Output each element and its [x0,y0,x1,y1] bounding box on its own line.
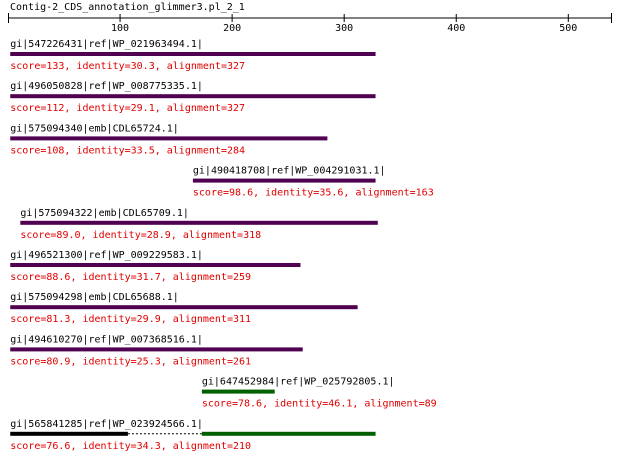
alignment-bar [10,94,376,99]
hit-label: gi|575094298|emb|CDL65688.1| [10,292,179,303]
hit-label: gi|575094340|emb|CDL65724.1| [10,123,179,134]
tick-label: 200 [223,23,241,34]
alignment-bar [10,52,376,56]
hit-label: gi|490418708|ref|WP_004291031.1| [193,166,386,177]
hit-label: gi|494610270|ref|WP_007368516.1| [10,334,203,345]
alignment-bar [10,347,303,352]
hit-stats: score=78.6, identity=46.1, alignment=89 [202,399,437,410]
tick-label: 300 [335,23,353,34]
hit-stats: score=80.9, identity=25.3, alignment=261 [10,356,251,367]
tick-label: 500 [559,23,577,34]
hit-stats: score=98.6, identity=35.6, alignment=163 [193,188,434,199]
hit-stats: score=89.0, identity=28.9, alignment=318 [20,230,261,241]
alignment-bar [10,136,328,141]
hit-stats: score=88.6, identity=31.7, alignment=259 [10,272,251,283]
hit-stats: score=81.3, identity=29.9, alignment=311 [10,314,251,325]
chart-title: Contig-2_CDS_annotation_glimmer3.pl_2_1 [10,2,245,13]
hit-stats: score=108, identity=33.5, alignment=284 [10,145,245,156]
tick-label: 100 [111,23,129,34]
hit-label: gi|496521300|ref|WP_009229583.1| [10,250,203,261]
alignment-bar [20,220,378,225]
alignment-bar [10,431,128,436]
alignment-bar [192,178,376,183]
hit-stats: score=112, identity=29.1, alignment=327 [10,103,245,114]
alignment-bar [10,263,301,267]
hit-stats: score=133, identity=30.3, alignment=327 [10,61,245,72]
hit-label: gi|496050828|ref|WP_008775335.1| [10,81,203,92]
hit-label: gi|547226431|ref|WP_021963494.1| [10,39,203,50]
hit-stats: score=76.6, identity=34.3, alignment=210 [10,441,251,452]
hit-label: gi|647452984|ref|WP_025792805.1| [202,377,395,388]
alignment-bar [10,305,358,310]
alignment-bar [201,431,376,436]
hit-label: gi|575094322|emb|CDL65709.1| [20,208,189,219]
tick-label: 400 [447,23,465,34]
hit-label: gi|565841285|ref|WP_023924566.1| [10,419,203,430]
alignment-bar [201,389,275,394]
